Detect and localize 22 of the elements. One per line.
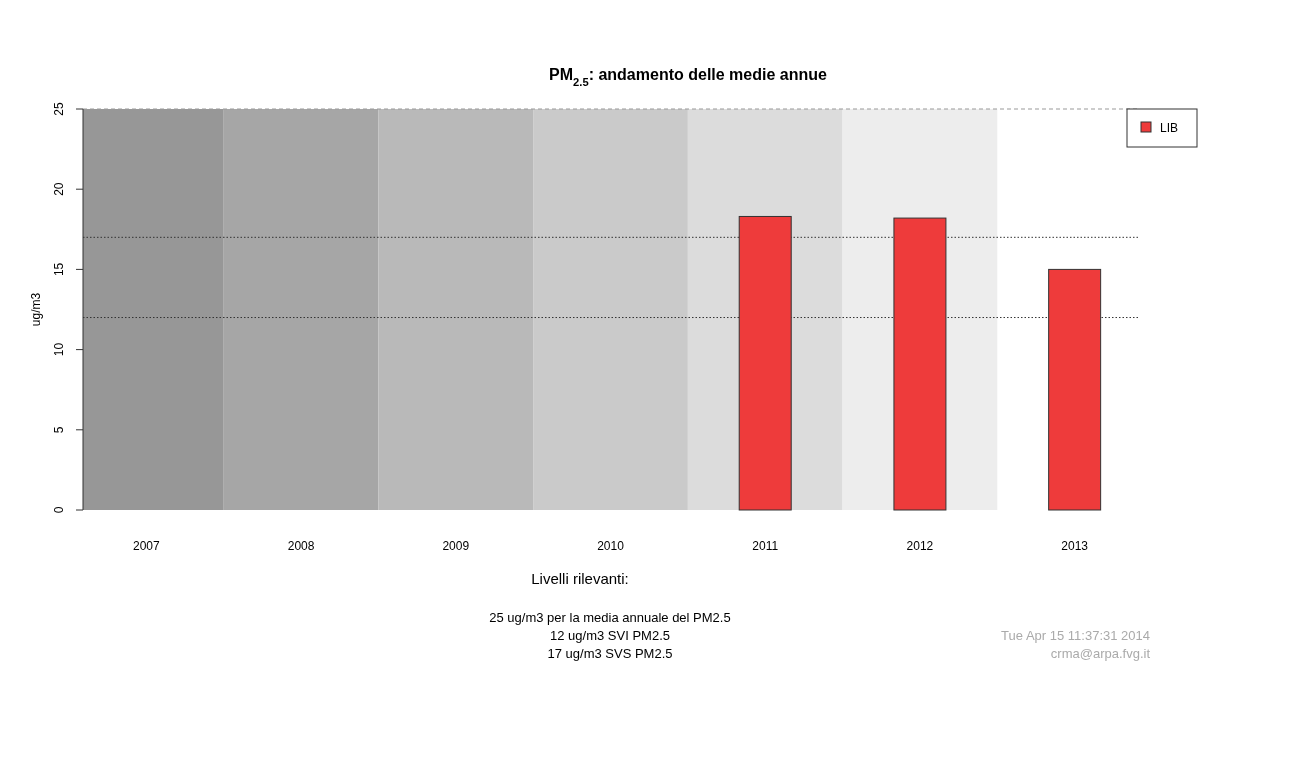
y-tick-label: 0 xyxy=(52,506,66,514)
text: Tue Apr 15 11:37:31 2014 xyxy=(1001,628,1150,643)
x-tick-label: 2010 xyxy=(597,539,625,553)
y-tick-label: 20 xyxy=(52,182,66,196)
chart-title: PM$_{2.5}$: andamento delle medie annue xyxy=(549,66,828,88)
y-tick-label: 15 xyxy=(52,262,66,277)
x-tick-label: 2011 xyxy=(752,539,779,553)
x-tick-label: 2013 xyxy=(1061,539,1089,553)
text: 12 ug/m3 SVI PM2.5 xyxy=(550,628,670,643)
legend-label: LIB xyxy=(1160,121,1179,135)
y-axis-title: ug/m3 xyxy=(29,292,43,327)
y-tick-label: 10 xyxy=(52,342,66,357)
x-tick-label: 2012 xyxy=(906,539,934,553)
text: Livelli rilevanti: xyxy=(531,570,629,587)
text: 17 ug/m3 SVS PM2.5 xyxy=(547,646,673,661)
y-tick-label: 5 xyxy=(52,426,66,434)
y-tick-label: 25 xyxy=(52,102,66,116)
text: 25 ug/m3 per la media annuale del PM2.5 xyxy=(489,610,731,625)
text: crma@arpa.fvg.it xyxy=(1050,646,1151,661)
x-tick-label: 2008 xyxy=(287,539,315,553)
x-tick-label: 2007 xyxy=(133,539,161,553)
x-tick-label: 2009 xyxy=(442,539,470,553)
